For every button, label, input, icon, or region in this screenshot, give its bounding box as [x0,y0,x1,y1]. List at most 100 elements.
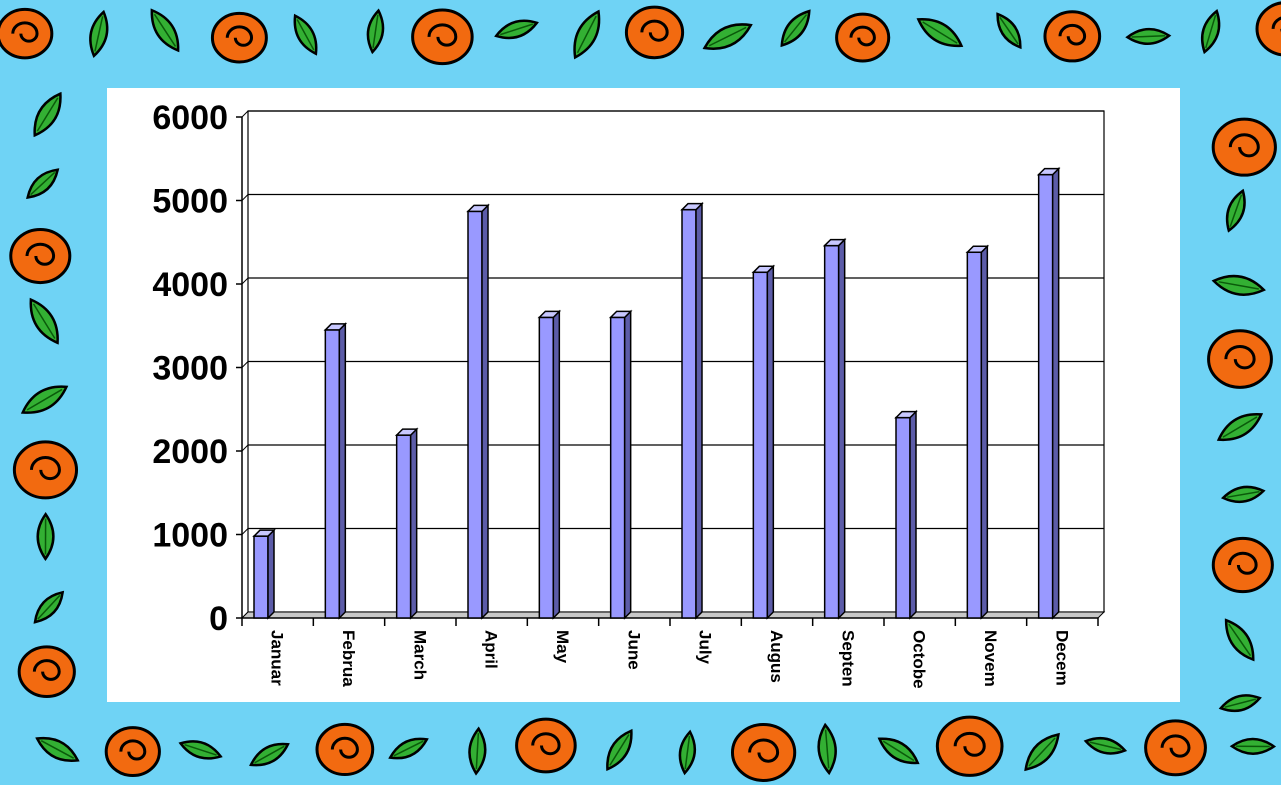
gridline-side [241,361,249,368]
gridline-side [241,277,249,285]
leaf-icon [702,23,753,50]
bar [751,264,776,620]
leaf-icon [89,9,109,58]
leaf-icon [1200,8,1221,55]
rose-icon [1211,117,1277,177]
rose-icon [1043,10,1102,63]
x-tick-label: Novem [981,630,1000,687]
bar [394,427,419,620]
leaf-icon [1224,618,1255,662]
leaf-icon [1225,188,1246,233]
gridline-side [241,194,249,201]
rose-icon [515,717,577,774]
rose-icon [12,440,79,500]
bar [537,309,562,620]
gridline-side [241,528,249,535]
x-tick-label: Octobe [910,630,929,689]
leaf-icon [1218,694,1262,713]
x-tick-label: July [696,630,715,665]
y-tick-label: 3000 [152,350,228,388]
rose-icon [1207,329,1273,389]
x-tick-label: March [410,630,429,680]
bars [252,166,1061,620]
bar [965,244,990,620]
leaf-icon [388,737,429,760]
y-tick-label: 5000 [152,183,228,221]
x-tick-label: May [553,630,572,664]
leaf-icon [916,18,964,47]
leaf-icon [35,736,80,762]
rose-icon [835,12,891,63]
rose-icon [210,11,268,64]
leaf-icon [1211,274,1266,296]
leaf-icon [178,740,223,760]
leaf-icon [1125,27,1172,45]
rose-icon [315,722,375,777]
bar [252,528,276,620]
leaf-icon [1216,413,1264,441]
rose-icon [104,726,161,778]
leaf-icon [36,511,55,562]
x-tick-labels: Januar Februa March April May June July Augus Se… [268,630,1072,689]
bar [608,309,633,620]
leaf-icon [606,728,633,772]
leaf-icon [20,385,69,414]
rose-icon [411,8,474,66]
leaf-icon [468,726,487,776]
rose-icon [1211,536,1274,594]
leaf-icon [1083,736,1128,755]
rose-icon [1144,719,1207,777]
leaf-icon [1220,485,1266,504]
leaf-icon [150,8,180,53]
gridline-side [241,110,249,118]
leaf-icon [33,590,65,624]
leaf-icon [293,13,318,56]
bar [323,322,348,620]
bar [680,201,704,620]
leaf-icon [1229,737,1277,755]
leaf-icon [29,297,59,345]
bar [1036,166,1061,620]
bar [894,409,918,620]
x-tick-label: Augus [767,630,786,683]
axes [236,116,1106,626]
x-tick-label: April [482,630,501,669]
y-tick-label: 4000 [152,266,228,304]
leaf-icon [877,737,920,765]
x-tick-label: Decem [1052,630,1071,686]
rose-icon [1255,1,1281,57]
x-tick-label: Septen [838,630,857,687]
leaf-icon [366,8,385,55]
bar [822,237,847,620]
rose-icon [730,722,797,782]
y-tick-label: 0 [209,600,228,638]
leaf-icon [573,9,601,60]
rose-icon [935,715,1004,777]
y-tick-label: 6000 [152,99,228,137]
leaf-icon [996,12,1022,50]
leaf-icon [678,729,697,776]
x-tick-label: Januar [268,630,287,686]
x-tick-label: Februa [339,630,358,687]
leaf-icon [249,742,290,767]
rose-icon [17,645,76,699]
chart-panel [107,88,1180,702]
y-tick-labels: 0 1000 2000 3000 4000 5000 6000 [152,99,228,638]
y-tick-label: 1000 [152,517,228,555]
rose-icon [9,227,72,285]
gridline-side [241,444,249,452]
rose-icon [0,7,54,60]
leaf-icon [817,722,837,776]
y-tick-label: 2000 [152,433,228,471]
rose-icon [624,5,685,60]
leaf-icon [780,9,811,48]
leaf-icon [26,168,60,199]
gridlines [241,110,1105,619]
bar [466,203,490,620]
x-tick-label: June [624,630,643,670]
leaf-icon [33,91,62,138]
leaf-icon [494,19,539,40]
leaf-icon [1024,732,1060,772]
